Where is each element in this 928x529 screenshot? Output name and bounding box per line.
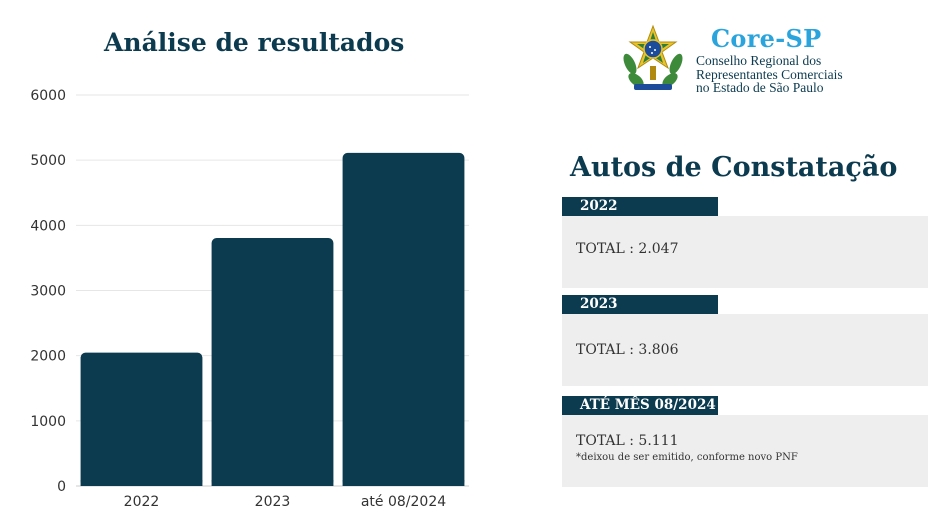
x-tick-label: 2023 (255, 494, 291, 510)
bar-base (211, 480, 334, 486)
bar-3 (342, 152, 465, 486)
year-tab-2023: 2023 (562, 295, 718, 314)
bar-1 (80, 352, 203, 486)
year-tab-2024: ATÉ MÊS 08/2024 (562, 396, 718, 415)
logo: Core-SP Conselho Regional dos Representa… (620, 24, 850, 99)
bar-2 (211, 237, 334, 486)
y-tick-label: 6000 (30, 88, 66, 104)
bar-base (342, 480, 465, 486)
y-tick-label: 5000 (30, 153, 66, 169)
bar-base (80, 480, 203, 486)
total-value: TOTAL : 5.111 (576, 433, 679, 449)
y-tick-label: 1000 (30, 414, 66, 430)
coat-of-arms-icon (623, 24, 683, 90)
total-box-2024: TOTAL : 5.111 *deixou de ser emitido, co… (562, 415, 928, 487)
total-box-2022: TOTAL : 2.047 (562, 216, 928, 288)
logo-subtitle-line: no Estado de São Paulo (696, 80, 824, 95)
chart-title: Análise de resultados (104, 28, 405, 57)
x-tick-label: até 08/2024 (361, 494, 446, 510)
logo-subtitle-line: Conselho Regional dos (696, 53, 822, 68)
year-tab-2022: 2022 (562, 197, 718, 216)
total-box-2023: TOTAL : 3.806 (562, 314, 928, 386)
total-value: TOTAL : 3.806 (576, 342, 679, 358)
total-value: TOTAL : 2.047 (576, 241, 679, 257)
y-tick-label: 4000 (30, 218, 66, 234)
y-tick-label: 2000 (30, 349, 66, 365)
bar-chart: 0 1000 2000 3000 4000 5000 6000 2022 2023 até 08/… (30, 88, 469, 510)
logo-subtitle: Conselho Regional dos Representantes Com… (696, 54, 843, 95)
logo-name: Core-SP (711, 24, 822, 53)
x-tick-label: 2022 (124, 494, 160, 510)
logo-subtitle-line: Representantes Comerciais (696, 66, 843, 82)
y-tick-label: 3000 (30, 284, 66, 300)
panel-title: Autos de Constatação (570, 152, 898, 183)
total-note: *deixou de ser emitido, conforme novo PN… (576, 452, 798, 463)
y-tick-label: 0 (57, 479, 66, 495)
